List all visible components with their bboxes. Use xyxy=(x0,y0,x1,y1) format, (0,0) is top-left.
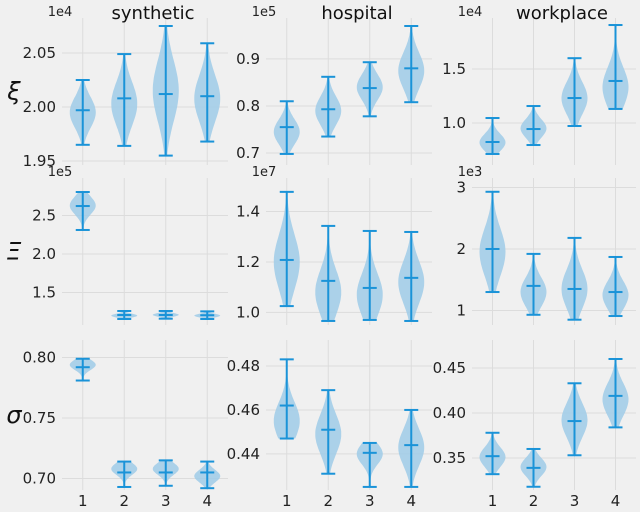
x-tick-label: 1 xyxy=(78,492,88,510)
x-tick-label: 1 xyxy=(282,492,292,510)
y-tick-label: 2.00 xyxy=(23,98,56,116)
y-tick-label: 2.0 xyxy=(32,245,56,263)
y-tick-label: 0.70 xyxy=(23,470,56,488)
y-tick-label: 2 xyxy=(456,240,466,258)
column-title: synthetic xyxy=(112,3,195,24)
x-tick-label: 2 xyxy=(119,492,129,510)
y-tick-label: 1.5 xyxy=(32,284,56,302)
x-tick-label: 1 xyxy=(488,492,498,510)
y-tick-label: 0.9 xyxy=(236,50,260,68)
y-tick-label: 1.5 xyxy=(442,60,466,78)
y-tick-label: 0.7 xyxy=(236,144,260,162)
y-offset-label: 1e4 xyxy=(458,5,483,20)
panel-0-2: 1.0 1.5 1e4 workplace xyxy=(442,3,636,165)
row-label: Ξ xyxy=(6,238,21,266)
y-tick-label: 2.05 xyxy=(23,44,56,62)
y-offset-label: 1e3 xyxy=(458,165,483,180)
y-tick-label: 1.2 xyxy=(236,253,260,271)
column-title: workplace xyxy=(516,3,608,24)
y-tick-label: 0.35 xyxy=(433,449,466,467)
y-tick-label: 0.8 xyxy=(236,97,260,115)
y-tick-label: 1.0 xyxy=(236,303,260,321)
row-label: ξ xyxy=(6,78,21,106)
x-tick-label: 3 xyxy=(161,492,171,510)
x-tick-label: 2 xyxy=(323,492,333,510)
y-tick-label: 0.48 xyxy=(227,357,260,375)
y-offset-label: 1e5 xyxy=(252,5,277,20)
y-tick-label: 0.45 xyxy=(433,359,466,377)
panel-1-0: 1.5 2.0 2.5 1e5 Ξ xyxy=(6,165,228,325)
y-tick-label: 0.75 xyxy=(23,409,56,427)
y-offset-label: 1e4 xyxy=(48,5,73,20)
column-title: hospital xyxy=(321,3,392,24)
y-tick-label: 3 xyxy=(456,178,466,196)
y-tick-label: 1 xyxy=(456,301,466,319)
y-tick-label: 1.0 xyxy=(442,114,466,132)
y-tick-label: 0.44 xyxy=(227,445,260,463)
y-tick-label: 1.4 xyxy=(236,203,260,221)
y-offset-label: 1e7 xyxy=(252,165,277,180)
x-tick-label: 2 xyxy=(529,492,539,510)
x-tick-label: 3 xyxy=(570,492,580,510)
panel-2-1: 0.44 0.46 0.48 1 2 3 4 xyxy=(227,340,432,510)
y-tick-label: 0.80 xyxy=(23,349,56,367)
row-label: σ xyxy=(6,401,22,429)
panel-2-0: 0.70 0.75 0.80 σ 1 2 3 4 xyxy=(6,340,228,510)
panel-0-0: 1.95 2.00 2.05 1e4 synthetic ξ xyxy=(6,3,228,170)
y-tick-label: 2.5 xyxy=(32,207,56,225)
x-tick-label: 3 xyxy=(365,492,375,510)
y-tick-label: 0.46 xyxy=(227,401,260,419)
x-tick-label: 4 xyxy=(202,492,212,510)
y-offset-label: 1e5 xyxy=(48,165,73,180)
y-tick-label: 0.40 xyxy=(433,404,466,422)
panel-2-2: 0.35 0.40 0.45 1 2 3 4 xyxy=(433,340,636,510)
y-tick-label: 1.95 xyxy=(23,152,56,170)
x-tick-label: 4 xyxy=(406,492,416,510)
panel-0-1: 0.7 0.8 0.9 1e5 hospital xyxy=(236,3,432,165)
panel-1-1: 1.0 1.2 1.4 1e7 xyxy=(236,165,432,325)
x-tick-label: 4 xyxy=(611,492,621,510)
